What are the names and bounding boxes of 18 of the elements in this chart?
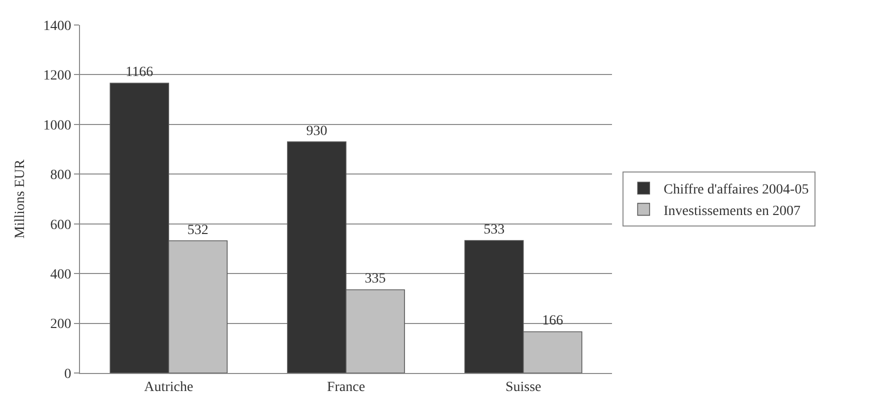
y-tick-label: 0 xyxy=(64,366,72,382)
y-tick-label: 200 xyxy=(50,317,72,332)
y-tick-label: 800 xyxy=(50,168,72,184)
legend-label: Chiffre d'affaires 2004-05 xyxy=(664,182,809,198)
data-label: 533 xyxy=(484,222,505,238)
legend-label: Investissements en 2007 xyxy=(664,204,801,219)
y-tick-label: 1200 xyxy=(43,68,72,84)
y-tick-label: 400 xyxy=(50,267,72,282)
data-label: 532 xyxy=(187,222,208,238)
y-tick-label: 1000 xyxy=(43,118,72,134)
x-tick-label: Suisse xyxy=(505,380,542,395)
x-tick-label: France xyxy=(326,380,366,395)
y-tick-label: 1400 xyxy=(43,18,72,34)
data-label: 335 xyxy=(364,272,386,287)
y-axis-title: Millions EUR xyxy=(12,158,28,238)
x-tick-label: Autriche xyxy=(144,380,194,395)
y-tick-label: 600 xyxy=(50,218,72,233)
data-label: 930 xyxy=(306,124,328,139)
